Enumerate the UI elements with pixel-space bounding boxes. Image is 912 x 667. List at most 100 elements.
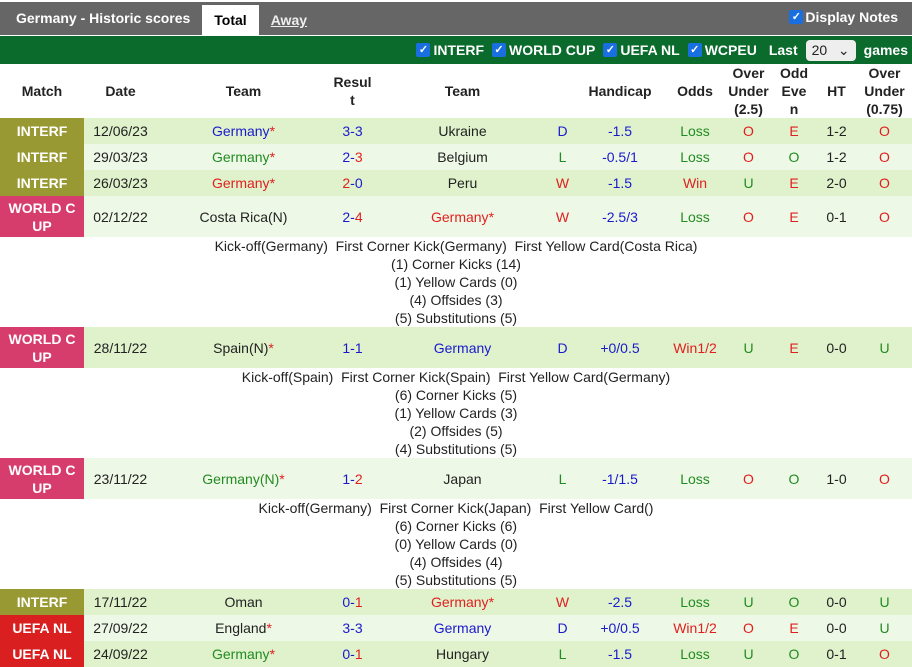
score-away: 3 bbox=[354, 149, 363, 165]
half-time: 0-0 bbox=[816, 615, 857, 641]
date: 27/09/22 bbox=[84, 615, 157, 641]
competition-badge[interactable]: WORLD C UP bbox=[0, 327, 84, 368]
checkbox-checked-icon[interactable]: ✓ bbox=[416, 43, 431, 57]
result: 0-1 bbox=[330, 589, 375, 615]
filter-interf[interactable]: ✓ INTERF bbox=[416, 42, 484, 58]
outcome: L bbox=[550, 641, 575, 667]
team-link[interactable]: Germany bbox=[433, 339, 492, 356]
competition-badge[interactable]: WORLD C UP bbox=[0, 458, 84, 499]
away-team[interactable]: Germany bbox=[375, 615, 550, 641]
filter-wcpeu[interactable]: ✓ WCPEU bbox=[687, 42, 757, 58]
table-row[interactable]: WORLD C UP 23/11/22 Germany(N)* 1-2 Japan… bbox=[0, 458, 912, 499]
odd-even: E bbox=[772, 196, 816, 237]
checkbox-checked-icon[interactable]: ✓ bbox=[789, 10, 804, 24]
home-team[interactable]: Germany(N)* bbox=[157, 458, 330, 499]
checkbox-checked-icon[interactable]: ✓ bbox=[603, 43, 618, 57]
table-row[interactable]: UEFA NL 24/09/22 Germany* 0-1 Hungary L … bbox=[0, 641, 912, 667]
over-under: U bbox=[725, 170, 772, 196]
team-link[interactable]: Germany bbox=[211, 175, 270, 191]
competition-badge[interactable]: WORLD C UP bbox=[0, 196, 84, 237]
table-row[interactable]: INTERF 17/11/22 Oman 0-1 Germany* W -2.5… bbox=[0, 589, 912, 615]
team-link[interactable]: Costa Rica(N) bbox=[199, 208, 288, 225]
over-under-075: O bbox=[857, 458, 912, 499]
result: 2-3 bbox=[330, 144, 375, 170]
date: 28/11/22 bbox=[84, 327, 157, 368]
filter-label: WCPEU bbox=[704, 42, 757, 58]
team-link[interactable]: Germany bbox=[211, 646, 270, 662]
star-mark: * bbox=[269, 646, 276, 662]
star-mark: * bbox=[269, 123, 276, 139]
over-under-075: O bbox=[857, 196, 912, 237]
team-link[interactable]: Japan bbox=[443, 470, 482, 487]
table-row[interactable]: WORLD C UP 28/11/22 Spain(N)* 1-1 Germany… bbox=[0, 327, 912, 368]
team-link[interactable]: Germany bbox=[211, 123, 270, 139]
home-team[interactable]: Germany* bbox=[157, 144, 330, 170]
tab-away[interactable]: Away bbox=[270, 12, 308, 28]
competition-badge[interactable]: INTERF bbox=[0, 144, 84, 170]
odds-result: Loss bbox=[665, 118, 725, 144]
away-team[interactable]: Ukraine bbox=[375, 118, 550, 144]
team-link[interactable]: Peru bbox=[447, 175, 478, 191]
display-notes-checkbox[interactable]: ✓ Display Notes bbox=[789, 9, 898, 25]
table-row[interactable]: INTERF 26/03/23 Germany* 2-0 Peru W -1.5… bbox=[0, 170, 912, 196]
team-link[interactable]: Hungary bbox=[436, 646, 489, 662]
select-value: 20 bbox=[811, 41, 828, 58]
competition-badge[interactable]: INTERF bbox=[0, 589, 84, 615]
col-label: Handicap bbox=[588, 83, 652, 99]
home-team[interactable]: Spain(N)* bbox=[157, 327, 330, 368]
home-team[interactable]: Germany* bbox=[157, 170, 330, 196]
tab-total[interactable]: Total bbox=[202, 5, 259, 35]
home-team[interactable]: Costa Rica(N) bbox=[157, 196, 330, 237]
score-home: 0 bbox=[342, 646, 351, 662]
competition-badge[interactable]: UEFA NL bbox=[0, 641, 84, 667]
half-time: 0-1 bbox=[816, 641, 857, 667]
table-row[interactable]: INTERF 12/06/23 Germany* 3-3 Ukraine D -… bbox=[0, 118, 912, 144]
team-link[interactable]: Germany(N) bbox=[202, 470, 280, 487]
competition-badge[interactable]: INTERF bbox=[0, 170, 84, 196]
filter-uefa-nl[interactable]: ✓ UEFA NL bbox=[603, 42, 680, 58]
away-team[interactable]: Germany* bbox=[375, 196, 550, 237]
half-time: 0-0 bbox=[816, 327, 857, 368]
team-link[interactable]: Oman bbox=[224, 594, 263, 610]
home-team[interactable]: England* bbox=[157, 615, 330, 641]
table-row[interactable]: UEFA NL 27/09/22 England* 3-3 Germany D … bbox=[0, 615, 912, 641]
table-row[interactable]: WORLD C UP 02/12/22 Costa Rica(N) 2-4 Ger… bbox=[0, 196, 912, 237]
home-team[interactable]: Germany* bbox=[157, 641, 330, 667]
away-team[interactable]: Germany bbox=[375, 327, 550, 368]
away-team[interactable]: Japan bbox=[375, 458, 550, 499]
away-team[interactable]: Hungary bbox=[375, 641, 550, 667]
last-games-select[interactable]: 20 ⌄ bbox=[805, 39, 856, 61]
col-ht: HT bbox=[816, 64, 857, 118]
filter-world-cup[interactable]: ✓ WORLD CUP bbox=[492, 42, 595, 58]
over-under-075: O bbox=[857, 118, 912, 144]
match-notes: Kick-off(Germany) First Corner Kick(Japa… bbox=[0, 499, 912, 589]
date: 29/03/23 bbox=[84, 144, 157, 170]
team-link[interactable]: Germany bbox=[433, 620, 492, 636]
over-under: O bbox=[725, 144, 772, 170]
team-link[interactable]: Germany bbox=[430, 208, 489, 225]
checkbox-checked-icon[interactable]: ✓ bbox=[492, 43, 507, 57]
competition-badge[interactable]: INTERF bbox=[0, 118, 84, 144]
score-away: 3 bbox=[354, 123, 363, 139]
over-under: O bbox=[725, 196, 772, 237]
home-team[interactable]: Oman bbox=[157, 589, 330, 615]
away-team[interactable]: Belgium bbox=[375, 144, 550, 170]
team-link[interactable]: Belgium bbox=[437, 149, 488, 165]
away-team[interactable]: Peru bbox=[375, 170, 550, 196]
team-link[interactable]: Germany bbox=[211, 149, 270, 165]
team-link[interactable]: England bbox=[215, 620, 267, 636]
table-row[interactable]: INTERF 29/03/23 Germany* 2-3 Belgium L -… bbox=[0, 144, 912, 170]
team-link[interactable]: Ukraine bbox=[438, 123, 487, 139]
col-label: Odd Eve n bbox=[780, 65, 808, 117]
checkbox-checked-icon[interactable]: ✓ bbox=[687, 43, 702, 57]
team-link[interactable]: Spain(N) bbox=[213, 339, 269, 356]
over-under: U bbox=[725, 641, 772, 667]
handicap: -1/1.5 bbox=[575, 458, 665, 499]
competition-badge[interactable]: UEFA NL bbox=[0, 615, 84, 641]
home-team[interactable]: Germany* bbox=[157, 118, 330, 144]
away-team[interactable]: Germany* bbox=[375, 589, 550, 615]
col-label: Team bbox=[444, 83, 481, 99]
odd-even: E bbox=[772, 170, 816, 196]
team-link[interactable]: Germany bbox=[430, 594, 489, 610]
result: 1-1 bbox=[330, 327, 375, 368]
